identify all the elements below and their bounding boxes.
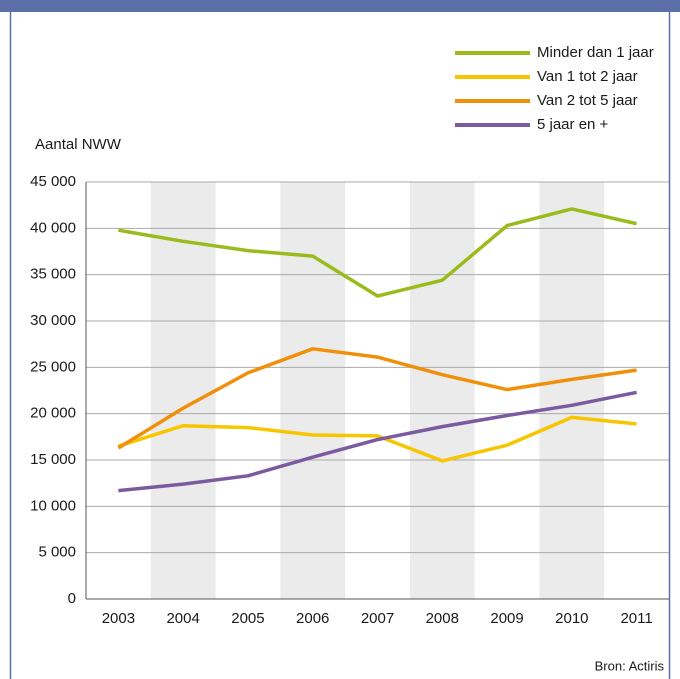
series-line [117, 415, 637, 463]
y-axis-label: Aantal NWW [35, 136, 122, 153]
legend-label: Van 1 tot 2 jaar [537, 68, 638, 85]
band-shade [409, 182, 475, 599]
legend-label: Van 2 tot 5 jaar [537, 92, 638, 109]
x-tick-label: 2009 [490, 610, 523, 627]
x-tick-label: 2004 [166, 610, 199, 627]
band-shade [150, 182, 216, 599]
series-line [118, 207, 637, 298]
x-tick-label: 2010 [555, 610, 588, 627]
x-tick-label: 2011 [620, 610, 652, 627]
y-tick-label: 30 000 [30, 312, 76, 329]
legend-label: Minder dan 1 jaar [537, 44, 654, 61]
x-tick-label: 2006 [296, 610, 329, 627]
y-tick-label: 10 000 [30, 497, 76, 514]
x-tick-label: 2007 [361, 610, 394, 627]
y-tick-label: 35 000 [30, 266, 76, 283]
x-tick-label: 2003 [102, 610, 135, 627]
source: Bron: Actiris [595, 658, 665, 673]
band-shade [280, 182, 346, 599]
y-tick-label: 25 000 [30, 358, 76, 375]
y-tick-label: 40 000 [30, 219, 76, 236]
x-tick-label: 2005 [231, 610, 264, 627]
y-tick-label: 20 000 [30, 405, 76, 422]
y-tick-label: 15 000 [30, 451, 76, 468]
header-bar [0, 0, 680, 12]
series-line [117, 347, 637, 450]
series-line [118, 390, 637, 493]
y-tick-label: 5 000 [38, 544, 76, 561]
x-tick-label: 2008 [426, 610, 459, 627]
band-shade [539, 182, 605, 599]
y-tick-label: 45 000 [30, 173, 76, 190]
y-tick-label: 0 [68, 590, 76, 607]
legend-label: 5 jaar en + [537, 116, 609, 133]
